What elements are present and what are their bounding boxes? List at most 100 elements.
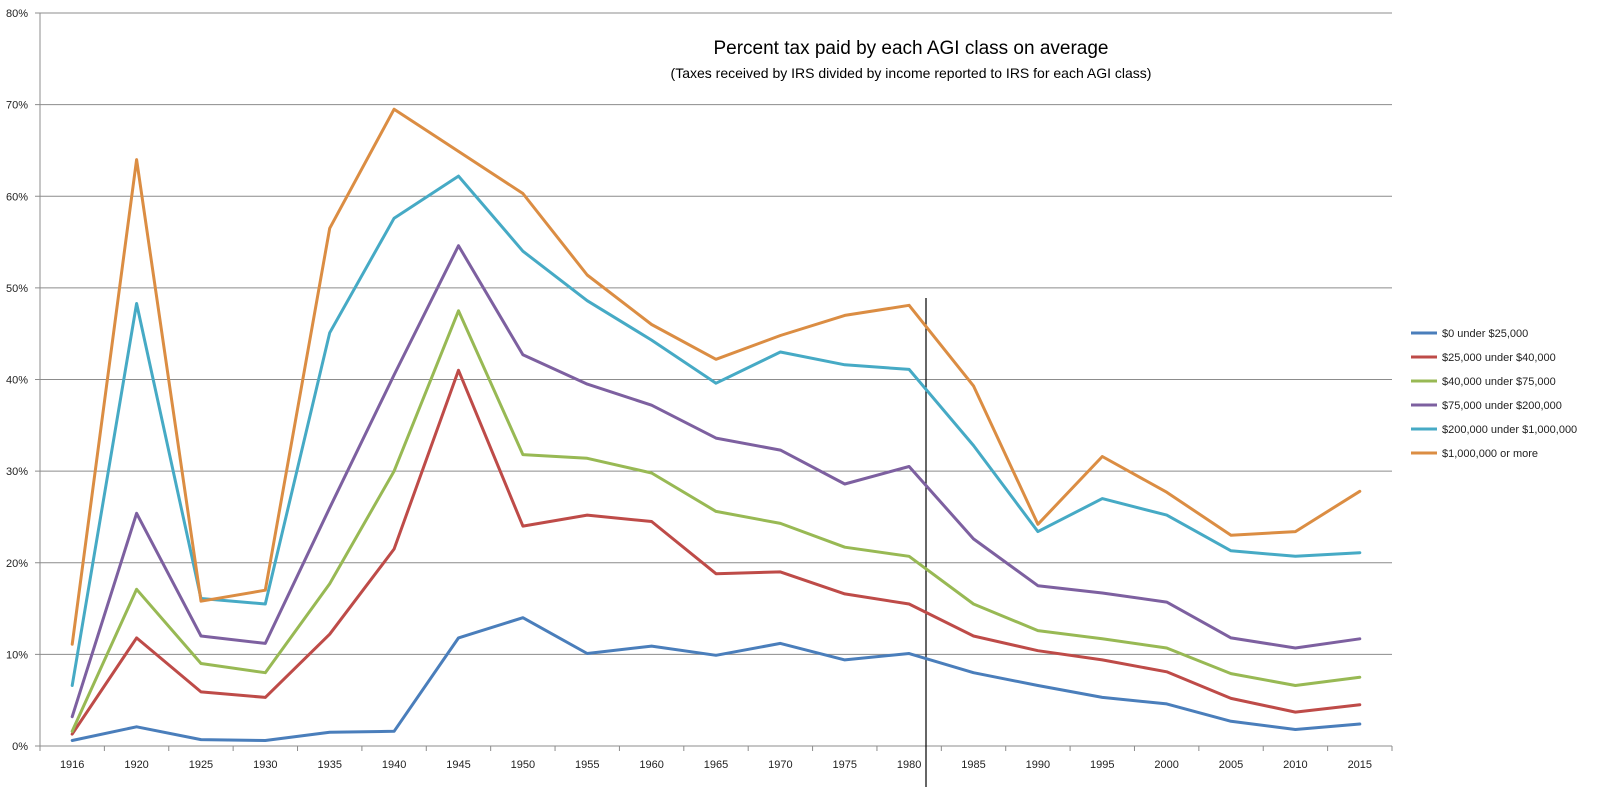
data-point — [907, 652, 911, 655]
data-point — [264, 602, 267, 606]
data-point — [70, 684, 74, 687]
data-point — [972, 384, 975, 388]
data-point — [264, 642, 267, 645]
data-point — [907, 465, 911, 468]
data-point — [1294, 710, 1297, 714]
x-tick-label: 1935 — [317, 759, 341, 771]
data-point — [1036, 629, 1040, 632]
data-point — [1358, 676, 1362, 679]
x-tick-label: 2015 — [1348, 759, 1372, 771]
data-point — [714, 654, 718, 657]
legend-label: $25,000 under $40,000 — [1442, 352, 1556, 364]
data-point — [392, 108, 396, 111]
data-point — [1358, 722, 1362, 726]
data-point — [264, 696, 267, 699]
x-tick-label: 1965 — [704, 759, 728, 771]
data-point — [521, 250, 525, 253]
y-tick-label: 20% — [6, 558, 28, 570]
data-point — [1036, 684, 1040, 687]
data-point — [586, 382, 589, 386]
data-point — [1101, 497, 1104, 500]
x-tick-label: 2010 — [1283, 759, 1307, 771]
x-axis: 1916 1920 1925 1930 1935 1940 1945 1950 1955 1960… — [39, 745, 1393, 771]
series-line — [70, 368, 1362, 736]
chart-title: Percent tax paid by each AGI class on av… — [713, 38, 1108, 59]
series-line — [70, 174, 1362, 687]
data-point — [135, 588, 138, 591]
x-tick-label: 1970 — [768, 759, 792, 771]
data-point — [70, 730, 74, 733]
data-point — [328, 731, 331, 734]
legend-label: $40,000 under $75,000 — [1442, 376, 1556, 388]
y-tick-label: 60% — [6, 191, 28, 203]
grid-lines — [40, 12, 1392, 747]
data-point — [392, 469, 396, 473]
data-point — [457, 174, 460, 178]
series-line — [70, 244, 1362, 719]
data-point — [1165, 513, 1168, 517]
x-tick-label: 2000 — [1154, 759, 1178, 771]
x-tick-label: 1916 — [60, 759, 84, 771]
data-point — [392, 373, 396, 377]
data-point — [457, 309, 460, 312]
y-axis: 0% 10% 20% 30% 40% 50% 60% 70% 80% — [6, 8, 41, 753]
data-point — [586, 457, 589, 460]
data-point — [1294, 646, 1297, 650]
data-point — [843, 592, 846, 596]
data-point — [650, 403, 653, 407]
data-point — [779, 334, 782, 337]
x-tick-label: 1940 — [382, 759, 406, 771]
x-tick-label: 1985 — [961, 759, 985, 771]
data-point — [714, 358, 718, 361]
data-point — [1229, 636, 1233, 640]
data-point — [457, 150, 460, 153]
data-point — [457, 636, 460, 640]
data-point — [650, 338, 653, 342]
data-point — [328, 582, 331, 586]
x-tick-label: 1980 — [897, 759, 921, 771]
x-tick-label: 1975 — [833, 759, 857, 771]
data-point — [1036, 584, 1040, 587]
data-point — [521, 192, 525, 195]
legend-label: $200,000 under $1,000,000 — [1442, 424, 1577, 436]
data-point — [586, 299, 589, 302]
y-tick-label: 30% — [6, 466, 28, 478]
data-point — [779, 350, 782, 354]
data-point — [457, 244, 460, 247]
series-line — [70, 309, 1362, 733]
data-point — [843, 545, 846, 549]
data-point — [1036, 523, 1040, 526]
y-tick-label: 80% — [6, 8, 28, 20]
data-point — [328, 506, 331, 509]
x-tick-label: 1995 — [1090, 759, 1114, 771]
series-line — [70, 107, 1362, 646]
data-point — [650, 471, 653, 475]
x-tick-label: 1955 — [575, 759, 599, 771]
data-point — [328, 633, 331, 636]
data-point — [907, 368, 911, 371]
data-point — [1101, 637, 1104, 640]
data-point — [1036, 530, 1040, 533]
data-point — [521, 616, 525, 619]
data-point — [907, 602, 911, 606]
legend-label: $0 under $25,000 — [1442, 328, 1528, 340]
data-point — [135, 158, 138, 161]
data-point — [586, 273, 589, 277]
data-point — [1165, 670, 1168, 673]
data-point — [650, 520, 653, 523]
data-point — [392, 730, 396, 733]
data-point — [199, 738, 203, 741]
data-point — [264, 589, 267, 592]
data-point — [70, 739, 74, 742]
data-point — [650, 323, 653, 326]
data-point — [650, 644, 653, 648]
data-point — [1165, 600, 1168, 604]
x-tick-label: 1945 — [446, 759, 470, 771]
data-point — [135, 512, 138, 515]
data-point — [1165, 702, 1168, 706]
x-tick-label: 1990 — [1026, 759, 1050, 771]
data-point — [199, 690, 203, 694]
data-point — [521, 353, 525, 356]
y-tick-label: 70% — [6, 100, 28, 112]
